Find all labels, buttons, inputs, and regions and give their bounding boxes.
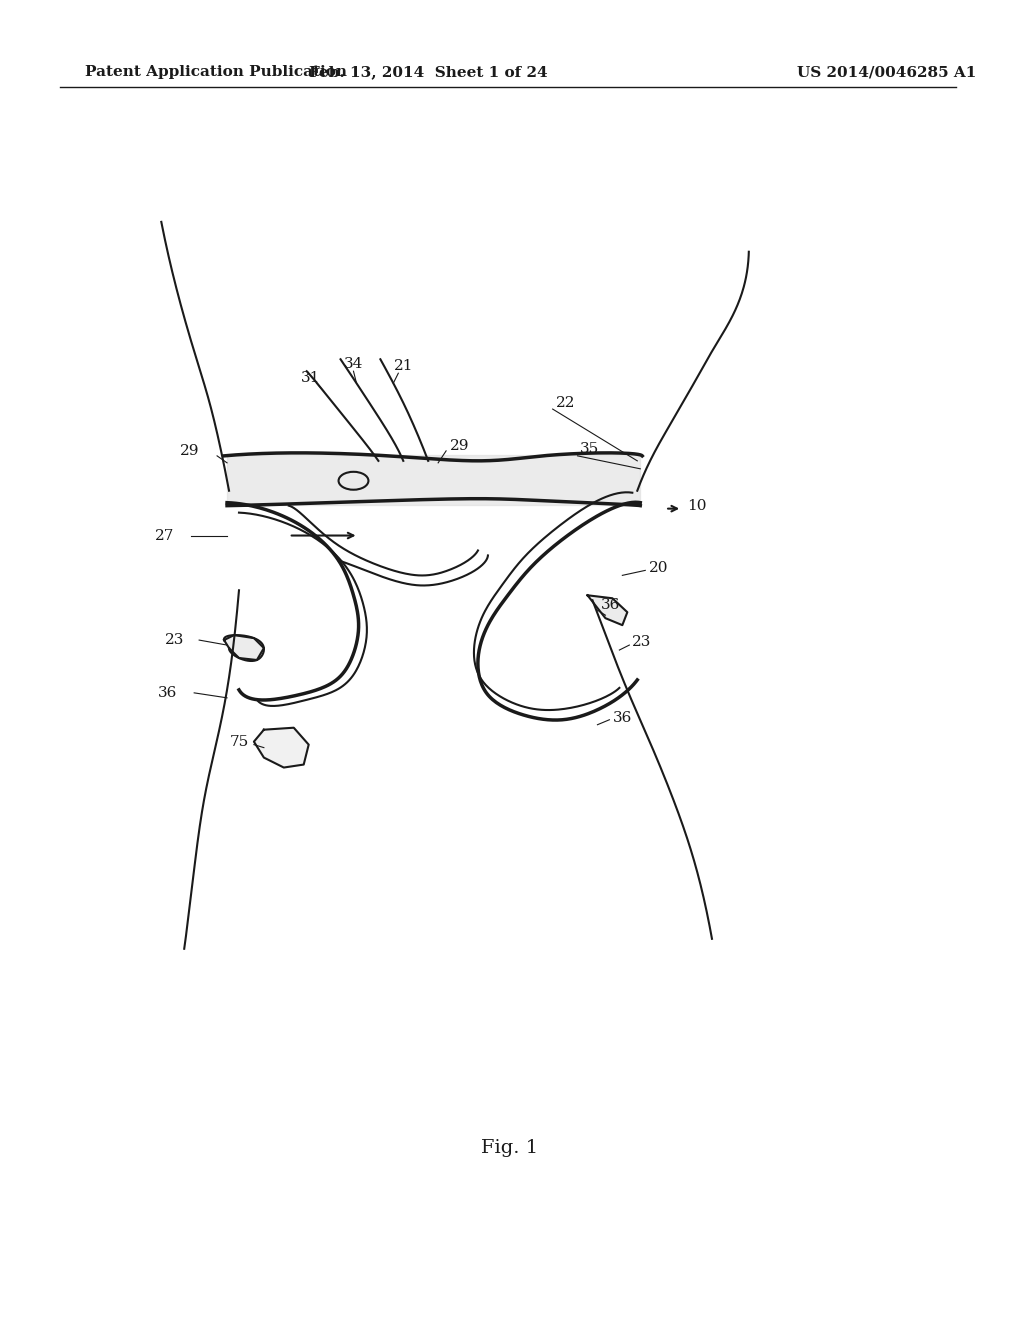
Text: Patent Application Publication: Patent Application Publication <box>85 66 347 79</box>
Text: US 2014/0046285 A1: US 2014/0046285 A1 <box>797 66 976 79</box>
Text: 36: 36 <box>600 598 620 612</box>
Text: 23: 23 <box>632 635 651 649</box>
Text: 21: 21 <box>393 359 413 374</box>
Text: 22: 22 <box>556 396 575 411</box>
Text: 27: 27 <box>155 528 174 543</box>
Text: 23: 23 <box>165 634 184 647</box>
Polygon shape <box>224 635 264 660</box>
Text: Feb. 13, 2014  Sheet 1 of 24: Feb. 13, 2014 Sheet 1 of 24 <box>309 66 548 79</box>
Text: 36: 36 <box>158 686 177 700</box>
Text: 35: 35 <box>580 442 599 455</box>
Text: 36: 36 <box>612 710 632 725</box>
Text: 20: 20 <box>649 561 669 576</box>
Text: 31: 31 <box>301 371 321 385</box>
Text: 10: 10 <box>687 499 707 512</box>
Polygon shape <box>254 727 308 767</box>
Text: 34: 34 <box>344 358 364 371</box>
Polygon shape <box>588 595 628 626</box>
Text: Fig. 1: Fig. 1 <box>481 1139 539 1156</box>
Text: 29: 29 <box>179 444 199 458</box>
Text: 29: 29 <box>451 440 470 453</box>
Text: 75: 75 <box>229 735 249 748</box>
